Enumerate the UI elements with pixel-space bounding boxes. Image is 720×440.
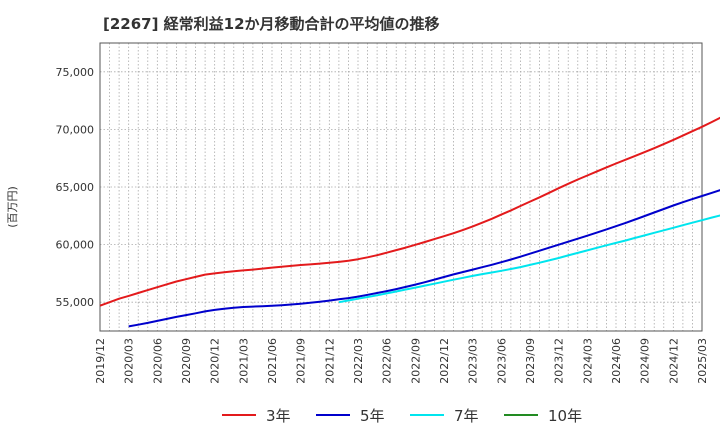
x-tick-label: 2022/09 bbox=[409, 338, 422, 384]
legend: 3年 5年 7年 10年 bbox=[0, 403, 720, 427]
x-tick-label: 2024/12 bbox=[667, 338, 680, 384]
legend-swatch bbox=[316, 414, 350, 416]
y-tick-label: 65,000 bbox=[56, 181, 95, 194]
y-tick-label: 75,000 bbox=[56, 66, 95, 79]
series-line-3年 bbox=[99, 116, 720, 307]
x-tick-label: 2022/03 bbox=[352, 338, 365, 384]
y-axis-label: (百万円) bbox=[6, 186, 19, 228]
plot-frame bbox=[99, 42, 703, 332]
y-tick-label: 70,000 bbox=[56, 123, 95, 136]
x-tick-label: 2023/06 bbox=[495, 338, 508, 384]
legend-label: 3年 bbox=[266, 406, 291, 425]
y-tick-label: 60,000 bbox=[56, 239, 95, 252]
legend-label: 7年 bbox=[454, 406, 479, 425]
legend-item: 5年 bbox=[316, 403, 385, 427]
x-tick-label: 2020/03 bbox=[123, 338, 136, 384]
x-tick-label: 2021/12 bbox=[323, 338, 336, 384]
legend-swatch bbox=[222, 414, 256, 416]
legend-swatch bbox=[504, 414, 538, 416]
series-line-7年 bbox=[338, 214, 720, 304]
y-tick-labels: 55,000 60,000 65,000 70,000 75,000 bbox=[56, 66, 95, 309]
x-tick-label: 2019/12 bbox=[94, 338, 107, 384]
x-tick-label: 2021/09 bbox=[295, 338, 308, 384]
legend-item: 10年 bbox=[504, 403, 582, 427]
legend-label: 10年 bbox=[548, 406, 583, 425]
x-tick-labels: 2019/12 2020/03 2020/06 2020/09 2020/12 2021/… bbox=[94, 338, 709, 384]
x-tick-label: 2022/06 bbox=[381, 338, 394, 384]
series-lines bbox=[99, 116, 720, 328]
series-line-5年 bbox=[128, 189, 720, 328]
x-tick-label: 2022/12 bbox=[438, 338, 451, 384]
x-tick-label: 2023/03 bbox=[467, 338, 480, 384]
grid bbox=[100, 43, 702, 331]
legend-item: 7年 bbox=[410, 403, 479, 427]
x-tick-label: 2020/12 bbox=[209, 338, 222, 384]
x-tick-label: 2023/09 bbox=[524, 338, 537, 384]
x-tick-label: 2025/03 bbox=[696, 338, 709, 384]
chart-title: [2267] 経常利益12か月移動合計の平均値の推移 bbox=[103, 15, 440, 33]
x-tick-label: 2021/06 bbox=[266, 338, 279, 384]
legend-item: 3年 bbox=[222, 403, 291, 427]
legend-swatch bbox=[410, 414, 444, 416]
x-tick-label: 2024/06 bbox=[610, 338, 623, 384]
x-tick-label: 2021/03 bbox=[237, 338, 250, 384]
x-tick-label: 2024/09 bbox=[639, 338, 652, 384]
y-tick-label: 55,000 bbox=[56, 296, 95, 309]
x-tick-label: 2023/12 bbox=[553, 338, 566, 384]
x-tick-label: 2020/06 bbox=[151, 338, 164, 384]
legend-label: 5年 bbox=[360, 406, 385, 425]
x-tick-label: 2024/03 bbox=[581, 338, 594, 384]
x-tick-label: 2020/09 bbox=[180, 338, 193, 384]
